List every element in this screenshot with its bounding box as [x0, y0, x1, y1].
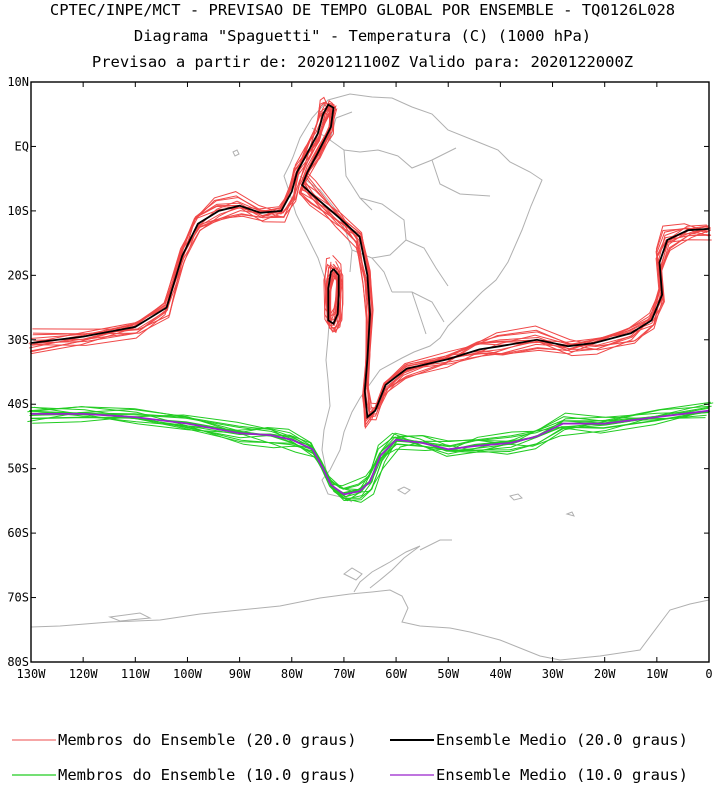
coastline-small-islands	[232, 149, 575, 517]
plot-area	[31, 82, 709, 662]
ensemble-member-line	[32, 409, 710, 487]
ensemble-member-line	[29, 410, 711, 499]
legend-label: Membros do Ensemble (20.0 graus)	[58, 731, 357, 749]
legend-item: Ensemble Medio (10.0 graus)	[390, 766, 688, 784]
ensemble-member-line	[31, 407, 710, 490]
series-layer	[27, 96, 714, 503]
x-tick-label: 0	[705, 667, 712, 681]
x-tick-label: 70W	[333, 667, 355, 681]
legend-item: Membros do Ensemble (10.0 graus)	[12, 766, 357, 784]
ensemble-member-line	[325, 264, 342, 331]
axes-layer: 130W 120W 110W 100W 90W 80W 70W 60W 50W 40W 30W 20W…	[7, 75, 712, 681]
ensemble-member-line	[34, 113, 712, 421]
y-tick-label: 80S	[7, 655, 29, 669]
y-tick-label: 70S	[7, 591, 29, 605]
ensemble-mean-line	[327, 268, 340, 326]
ensemble-member-line	[32, 101, 710, 410]
y-tick-label: 20S	[7, 268, 29, 282]
x-tick-label: 80W	[281, 667, 303, 681]
x-tick-label: 60W	[385, 667, 407, 681]
y-tick-label: 10N	[7, 75, 29, 89]
coastline-antarctica	[30, 539, 710, 661]
coastline-falklands	[396, 486, 411, 495]
coastline-south-america	[283, 93, 543, 503]
legend-item: Membros do Ensemble (20.0 graus)	[12, 731, 357, 749]
x-tick-label: 50W	[437, 667, 459, 681]
chart-title-line-1: CPTEC/INPE/MCT - PREVISAO DE TEMPO GLOBA…	[49, 1, 676, 19]
legend-label: Ensemble Medio (20.0 graus)	[436, 731, 688, 749]
ensemble-mean-line	[31, 409, 710, 496]
ensemble-member-line	[324, 255, 344, 333]
chart-title-line-2: Diagrama "Spaguetti" - Temperatura (C) (…	[133, 27, 592, 45]
country-borders	[299, 111, 491, 335]
ensemble-mean-line	[30, 103, 710, 419]
y-tick-label: 40S	[7, 397, 29, 411]
legend-label: Membros do Ensemble (10.0 graus)	[58, 766, 357, 784]
ensemble-member-line	[27, 405, 712, 503]
ensemble-member-line	[30, 101, 708, 414]
coastlines	[30, 93, 710, 661]
plot-frame	[30, 81, 710, 663]
x-tick-label: 120W	[69, 667, 99, 681]
y-tick-label: 10S	[7, 204, 29, 218]
y-tick-label: 50S	[7, 462, 29, 476]
y-tick-label: 60S	[7, 526, 29, 540]
ensemble-member-line	[31, 406, 710, 489]
x-tick-label: 110W	[121, 667, 151, 681]
ensemble-member-line	[327, 275, 339, 320]
legend-item: Ensemble Medio (20.0 graus)	[390, 731, 688, 749]
y-tick-label: EQ	[15, 139, 29, 153]
chart-title-line-3: Previsao a partir de: 2020121100Z Valido…	[91, 53, 634, 71]
x-tick-label: 30W	[542, 667, 564, 681]
legend-label: Ensemble Medio (10.0 graus)	[436, 766, 688, 784]
x-tick-label: 130W	[17, 667, 47, 681]
legend: Membros do Ensemble (20.0 graus) Ensemble…	[12, 731, 688, 784]
x-tick-label: 90W	[229, 667, 251, 681]
map-layer	[30, 82, 710, 662]
x-tick-label: 20W	[594, 667, 616, 681]
y-tick-label: 30S	[7, 333, 29, 347]
x-tick-label: 10W	[646, 667, 668, 681]
x-tick-label: 100W	[173, 667, 203, 681]
ensemble-member-line	[323, 261, 344, 333]
x-tick-label: 40W	[490, 667, 512, 681]
